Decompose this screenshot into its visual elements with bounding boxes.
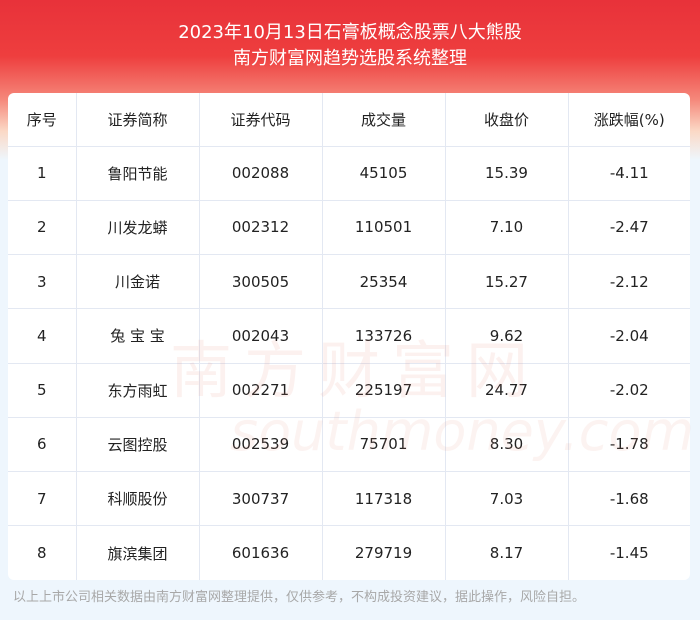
table-cell: 300737 [199,471,323,527]
table-row: 6 云图控股 002539 75701 8.30 -1.78 [8,417,690,473]
table-cell: -2.04 [568,308,690,364]
table-cell: 2 [8,200,77,256]
table-cell: 002088 [199,146,323,201]
table-cell: 3 [8,254,77,310]
table-cell: 7.10 [445,200,569,256]
column-header: 证券简称 [76,93,200,147]
table-cell: 7 [8,471,77,527]
table-cell: -1.68 [568,471,690,527]
column-header: 序号 [8,93,77,147]
table-cell: 25354 [322,254,446,310]
table-cell: 4 [8,308,77,364]
column-header: 涨跌幅(%) [568,93,690,147]
table-cell: 117318 [322,471,446,527]
table-cell: 75701 [322,417,446,473]
table-row: 7 科顺股份 300737 117318 7.03 -1.68 [8,471,690,527]
table-cell: 东方雨虹 [76,363,200,418]
table-cell: 133726 [322,308,446,364]
table-cell: 川金诺 [76,254,200,310]
page-subtitle: 南方财富网趋势选股系统整理 [233,48,467,69]
table-cell: 9.62 [445,308,569,364]
table-row: 8 旗滨集团 601636 279719 8.17 -1.45 [8,525,690,580]
table-cell: 110501 [322,200,446,256]
table-cell: -2.12 [568,254,690,310]
table-cell: 8 [8,525,77,580]
table-row: 1 鲁阳节能 002088 45105 15.39 -4.11 [8,146,690,201]
table-cell: 科顺股份 [76,471,200,527]
table-cell: 鲁阳节能 [76,146,200,201]
table-cell: 兔 宝 宝 [76,308,200,364]
table-cell: 225197 [322,363,446,418]
table-cell: -2.47 [568,200,690,256]
stock-table-card: 序号 证券简称 证券代码 成交量 收盘价 涨跌幅(%) 1 鲁阳节能 002088 45105 1… [8,93,690,580]
table-cell: 002312 [199,200,323,256]
table-cell: 601636 [199,525,323,580]
table-row: 5 东方雨虹 002271 225197 24.77 -2.02 [8,363,690,418]
table-cell: 6 [8,417,77,473]
table-cell: 279719 [322,525,446,580]
table-cell: 24.77 [445,363,569,418]
table-cell: 45105 [322,146,446,201]
column-header: 证券代码 [199,93,323,147]
table-cell: -4.11 [568,146,690,201]
table-cell: 5 [8,363,77,418]
table-cell: 002539 [199,417,323,473]
table-cell: 8.17 [445,525,569,580]
table-cell: 7.03 [445,471,569,527]
table-row: 2 川发龙蟒 002312 110501 7.10 -2.47 [8,200,690,256]
page-title: 2023年10月13日石膏板概念股票八大熊股 [178,22,522,43]
table-cell: 15.39 [445,146,569,201]
table-cell: 1 [8,146,77,201]
disclaimer: 以上上市公司相关数据由南方财富网整理提供，仅供参考，不构成投资建议，据此操作，风… [13,590,586,605]
table-cell: 8.30 [445,417,569,473]
table-cell: 15.27 [445,254,569,310]
table-cell: 旗滨集团 [76,525,200,580]
table-cell: -2.02 [568,363,690,418]
table-cell: 002271 [199,363,323,418]
table-cell: 002043 [199,308,323,364]
table-cell: 云图控股 [76,417,200,473]
stock-table: 序号 证券简称 证券代码 成交量 收盘价 涨跌幅(%) 1 鲁阳节能 002088 45105 1… [8,93,690,580]
table-cell: 300505 [199,254,323,310]
table-row: 3 川金诺 300505 25354 15.27 -2.12 [8,254,690,310]
table-header-row: 序号 证券简称 证券代码 成交量 收盘价 涨跌幅(%) [8,93,690,147]
table-cell: 川发龙蟒 [76,200,200,256]
column-header: 收盘价 [445,93,569,147]
table-cell: -1.78 [568,417,690,473]
table-cell: -1.45 [609,544,649,563]
column-header: 成交量 [322,93,446,147]
